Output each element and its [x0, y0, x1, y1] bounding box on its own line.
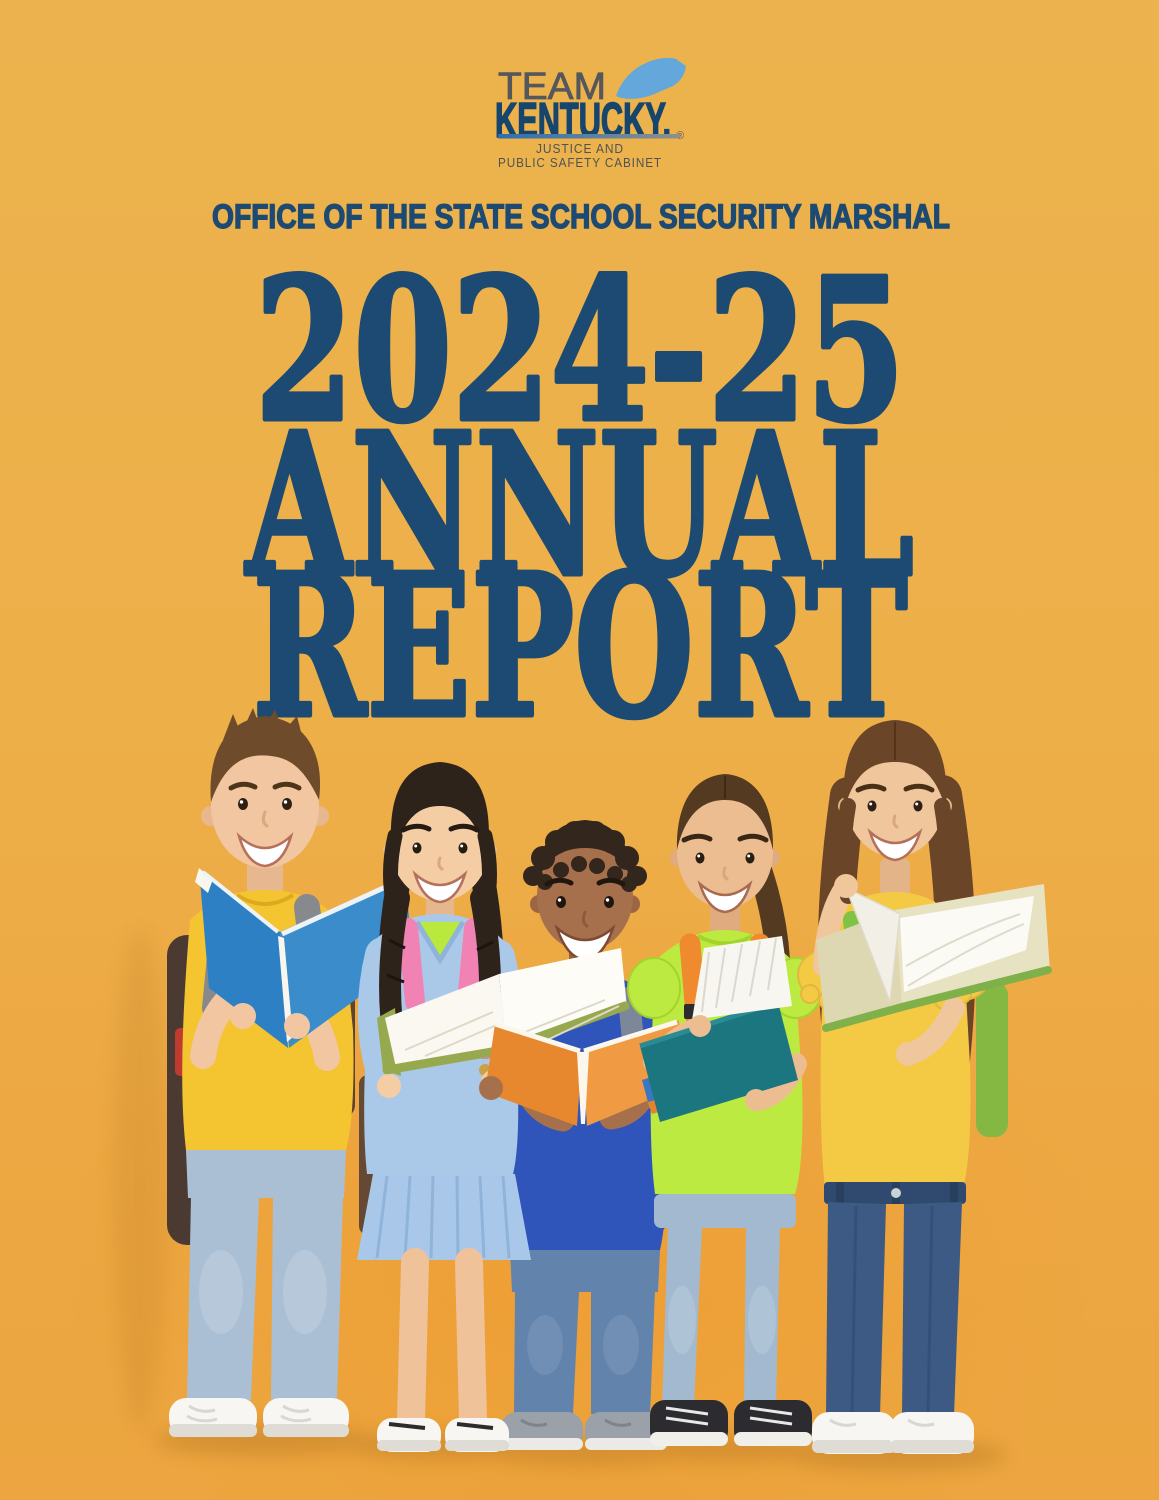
- report-title-line-3: REPORT: [253, 532, 908, 740]
- gray-sneakers: [501, 1412, 667, 1450]
- smile: [697, 880, 753, 914]
- green-book: [377, 948, 630, 1076]
- child-girl-blue-jacket: [357, 762, 630, 1452]
- sage-open-book: [816, 884, 1052, 1032]
- logo-divider: [498, 134, 680, 139]
- smile: [236, 832, 294, 868]
- children-photo: [112, 708, 1052, 1471]
- smile: [412, 870, 468, 904]
- pink-strap: [398, 918, 425, 1012]
- header-block: TEAM KENTUCKY. ® JUSTICE AND PUBLIC SAFE…: [211, 57, 951, 237]
- hair: [843, 720, 947, 810]
- skirt: [357, 1174, 531, 1260]
- report-title: 2024-25 ANNUAL REPORT: [242, 234, 916, 741]
- cabinet-line-2: PUBLIC SAFETY CABINET: [498, 155, 662, 170]
- jeans: [510, 1250, 660, 1414]
- hair: [676, 774, 774, 850]
- office-heading: OFFICE OF THE STATE SCHOOL SECURITY MARS…: [212, 198, 950, 236]
- child-boy-blue-shirt: [501, 820, 668, 1450]
- jeans: [186, 1150, 346, 1400]
- background-cast-shadow: [112, 930, 168, 1430]
- child-boy-yellow-shirt: [167, 708, 413, 1437]
- logo-registered-mark: ®: [676, 130, 684, 142]
- report-title-line-1: 2024-25: [255, 236, 905, 466]
- smile: [867, 828, 923, 862]
- black-hightop-sneakers: [650, 1400, 812, 1446]
- report-title-line-2: ANNUAL: [245, 391, 914, 621]
- team-kentucky-logo: TEAM KENTUCKY. ® JUSTICE AND PUBLIC SAFE…: [494, 57, 686, 170]
- logo-kentucky-text: KENTUCKY.: [495, 94, 671, 148]
- skinny-jeans: [654, 1194, 796, 1408]
- logo-team-text: TEAM: [498, 66, 606, 108]
- hair-bangs: [390, 762, 490, 843]
- green-shirt: [417, 922, 463, 960]
- white-sneakers: [812, 1412, 974, 1454]
- white-shoes: [377, 1418, 509, 1452]
- child-girl-yellow-top: [797, 720, 1052, 1454]
- head: [201, 708, 329, 868]
- kentucky-state-icon: [616, 57, 686, 99]
- head: [523, 820, 647, 962]
- white-sneakers: [169, 1398, 349, 1437]
- smile: [554, 924, 616, 962]
- cabinet-line-1: JUSTICE AND: [536, 141, 624, 156]
- head: [670, 774, 780, 914]
- dark-jeans: [824, 1182, 966, 1416]
- white-pages-fan: [692, 936, 792, 1020]
- turning-page: [844, 886, 901, 1003]
- blue-book: [195, 868, 413, 1048]
- book-stack-group: [639, 936, 807, 1122]
